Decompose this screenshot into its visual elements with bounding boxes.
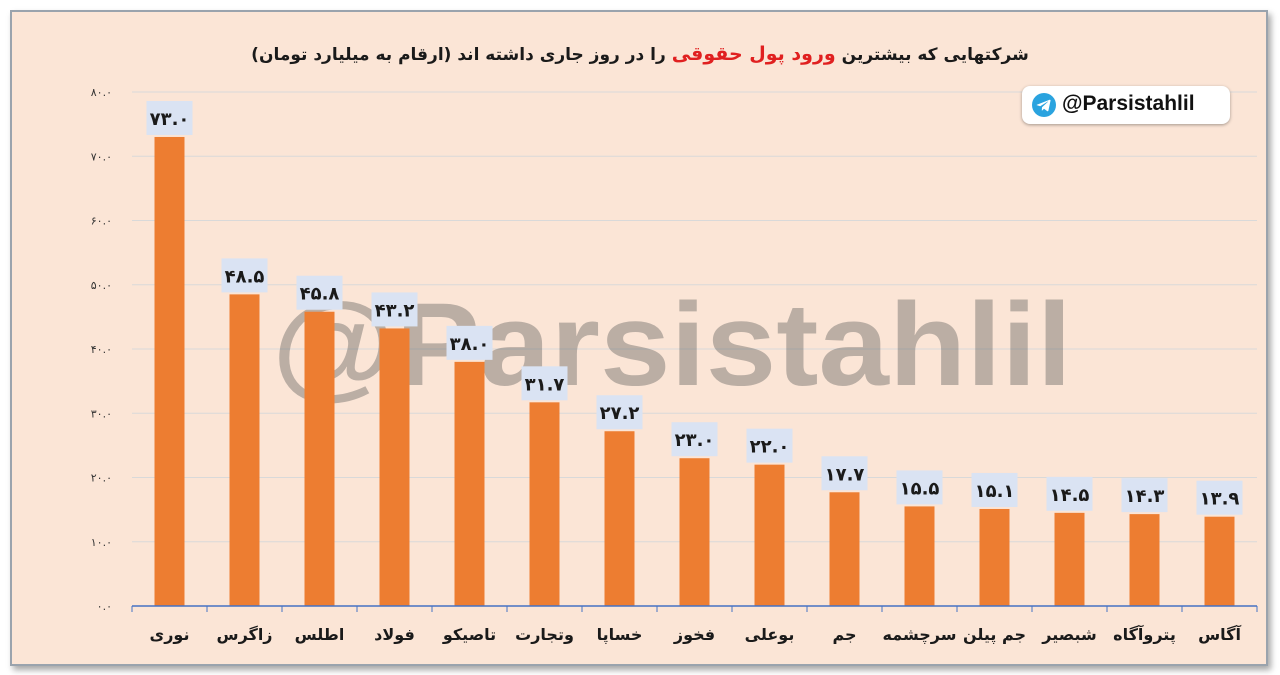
data-label: ۴۵.۸ [300, 284, 340, 305]
data-label-box [971, 472, 1018, 507]
category-label: نوری [150, 625, 190, 644]
data-label-box [146, 100, 193, 135]
bar [829, 492, 860, 606]
data-label-box [1046, 476, 1093, 511]
channel-badge: @Parsistahlil [1022, 86, 1230, 124]
y-tick-label: ۵۰.۰ [91, 279, 112, 292]
data-label-box [671, 422, 718, 457]
data-label-box [521, 366, 568, 401]
category-label: فخوز [673, 625, 715, 644]
data-label-box [371, 292, 418, 327]
bar [154, 136, 185, 606]
category-label: جم [832, 625, 856, 644]
data-label-box [896, 470, 943, 505]
bar [754, 464, 785, 606]
data-label: ۲۷.۲ [600, 403, 640, 424]
data-label: ۱۷.۷ [825, 464, 865, 485]
bar [229, 294, 260, 606]
bar [454, 361, 485, 606]
bar [679, 458, 710, 606]
chart-title: شرکتهایی که بیشترین ورود پول حقوقی را در… [0, 43, 1280, 65]
y-tick-label: ۳۰.۰ [91, 407, 112, 420]
category-label: پتروآگاه [1113, 624, 1176, 645]
y-tick-label: ۷۰.۰ [91, 150, 112, 163]
data-label-box [596, 395, 643, 430]
data-label: ۴۸.۵ [225, 266, 265, 287]
category-label: فولاد [374, 625, 415, 644]
category-label: اطلس [295, 625, 345, 644]
category-label: جم پیلن [963, 625, 1026, 645]
category-label: زاگرس [216, 625, 272, 644]
category-label: تاصیکو [442, 625, 496, 644]
bar [379, 328, 410, 606]
data-label: ۳۸.۰ [450, 334, 490, 355]
y-tick-label: ۸۰.۰ [91, 86, 112, 99]
y-tick-label: ۰.۰ [97, 600, 112, 613]
category-label: بوعلی [745, 625, 795, 644]
data-label-box [821, 456, 868, 491]
category-label: آگاس [1198, 624, 1241, 644]
y-tick-label: ۶۰.۰ [91, 215, 112, 228]
data-label-box [746, 428, 793, 463]
bar [1129, 514, 1160, 606]
bar [904, 506, 935, 606]
data-label: ۱۵.۵ [900, 478, 940, 499]
category-label: خساپا [597, 625, 643, 645]
y-tick-label: ۴۰.۰ [91, 343, 112, 356]
y-tick-label: ۲۰.۰ [91, 472, 112, 485]
data-label: ۱۳.۹ [1200, 489, 1240, 510]
data-label: ۳۱.۷ [525, 374, 565, 395]
channel-handle: @Parsistahlil [1062, 92, 1195, 115]
data-label: ۱۴.۵ [1050, 485, 1090, 506]
data-label: ۴۳.۲ [375, 300, 415, 321]
category-label: سرچشمه [883, 625, 957, 645]
title-highlight: ورود پول حقوقی [671, 43, 836, 65]
telegram-icon [1032, 93, 1056, 117]
data-label-box [1121, 478, 1168, 513]
data-label: ۱۵.۱ [975, 481, 1015, 502]
bar [529, 402, 560, 606]
data-label-box [1196, 480, 1243, 515]
category-label: وتجارت [515, 625, 574, 644]
data-label-box [446, 325, 493, 360]
bar [604, 431, 635, 606]
title-part-before: شرکتهایی که بیشترین [841, 45, 1029, 65]
title-part-after: را در روز جاری داشته اند (ارقام به میلیا… [251, 45, 666, 65]
category-label: شبصیر [1041, 625, 1097, 644]
bar [1204, 516, 1235, 606]
bar [1054, 512, 1085, 606]
bar [304, 311, 335, 606]
y-tick-label: ۱۰.۰ [91, 536, 112, 549]
data-label: ۱۴.۳ [1125, 486, 1165, 507]
bar [979, 508, 1010, 606]
data-label-box [221, 258, 268, 293]
data-label: ۷۳.۰ [150, 109, 190, 130]
data-label: ۲۳.۰ [675, 430, 715, 451]
data-label: ۲۲.۰ [750, 437, 790, 458]
data-label-box [296, 275, 343, 310]
